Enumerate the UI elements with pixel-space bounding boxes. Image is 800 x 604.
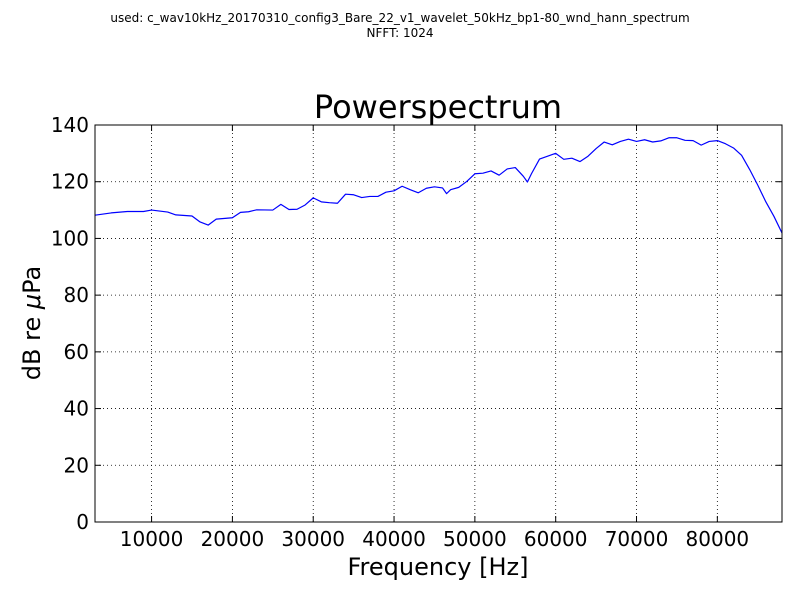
x-tick-label: 80000 [686, 527, 750, 551]
y-tick-label: 40 [64, 397, 89, 421]
x-tick-label: 40000 [362, 527, 426, 551]
y-tick-label: 140 [51, 113, 89, 137]
x-tick-label: 10000 [120, 527, 184, 551]
y-tick-label: 60 [64, 340, 89, 364]
y-tick-label: 100 [51, 226, 89, 250]
header-line-1: used: c_wav10kHz_20170310_config3_Bare_2… [110, 11, 689, 25]
y-tick-label: 20 [64, 453, 89, 477]
x-tick-label: 50000 [443, 527, 507, 551]
plot-frame [94, 124, 783, 523]
x-axis-label: Frequency [Hz] [348, 553, 529, 581]
y-axis-label-suffix: Pa [18, 266, 46, 294]
x-tick-label: 70000 [605, 527, 669, 551]
x-tick-label: 20000 [201, 527, 265, 551]
y-tick-label: 120 [51, 170, 89, 194]
y-axis-label-mu: μ [18, 294, 46, 310]
y-tick-label: 0 [76, 510, 89, 534]
y-tick-label: 80 [64, 283, 89, 307]
y-axis-label-prefix: dB re [18, 309, 46, 380]
x-tick-label: 60000 [524, 527, 588, 551]
series-line-0 [94, 137, 783, 234]
header-line-2: NFFT: 1024 [367, 26, 434, 40]
chart-title: Powerspectrum [314, 88, 562, 126]
x-tick-label: 30000 [281, 527, 345, 551]
y-axis-label: dB re μPa [18, 266, 46, 380]
line-layer [94, 137, 783, 234]
tick-layer: 10000 20000 30000 40000 50000 60000 70000 80000… [51, 113, 782, 551]
